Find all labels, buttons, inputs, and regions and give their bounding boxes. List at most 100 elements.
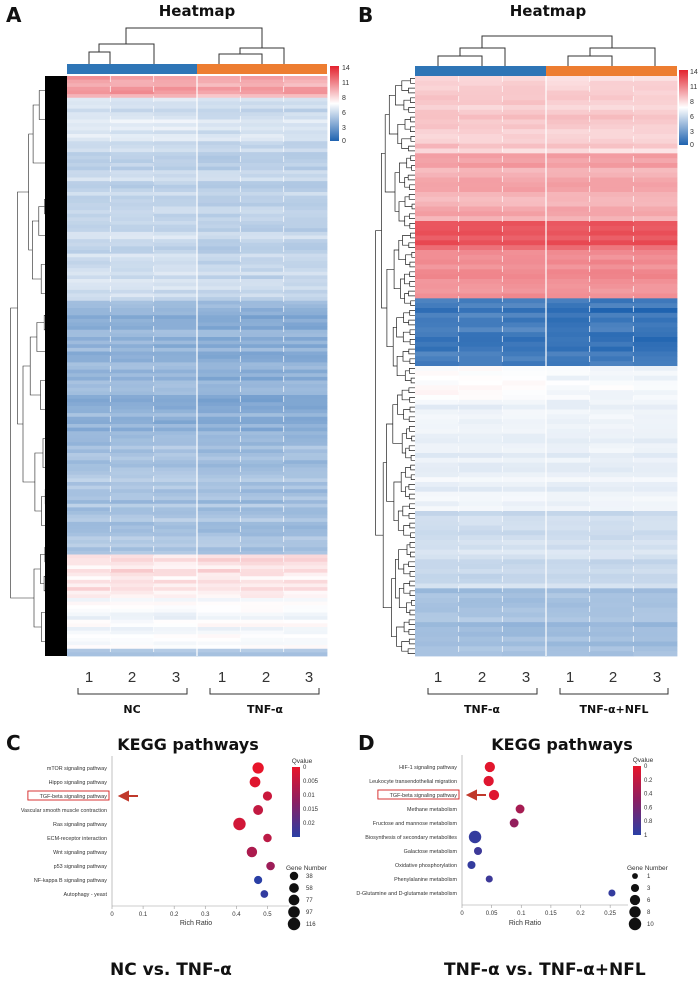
- heatmap-cell: [153, 101, 198, 106]
- heatmap-cell: [240, 279, 285, 284]
- heatmap-cell: [458, 138, 503, 145]
- heatmap-cell: [110, 601, 155, 606]
- heatmap-cell: [110, 83, 155, 88]
- heatmap-cell: [67, 511, 111, 516]
- heatmap-cell: [153, 503, 198, 508]
- heatmap-cell: [546, 163, 591, 169]
- heatmap-cell: [110, 126, 155, 131]
- heatmap-cell: [415, 206, 460, 212]
- heatmap-cell: [197, 282, 241, 287]
- heatmap-a-group-bracket-nc: [77, 688, 188, 695]
- heatmap-cell: [110, 239, 155, 244]
- heatmap-cell: [153, 467, 198, 472]
- heatmap-cell: [110, 228, 155, 233]
- heatmap-cell: [633, 138, 678, 145]
- heatmap-cell: [589, 549, 634, 555]
- heatmap-cell: [283, 90, 328, 95]
- heatmap-cell: [589, 366, 634, 372]
- heatmap-cell: [153, 409, 198, 414]
- heatmap-cell: [415, 583, 460, 589]
- heatmap-cell: [458, 298, 503, 304]
- heatmap-cell: [240, 344, 285, 349]
- heatmap-cell: [197, 500, 241, 505]
- heatmap-cell: [589, 395, 634, 401]
- heatmap-cell: [153, 242, 198, 247]
- heatmap-cell: [415, 163, 460, 169]
- heatmap-cell: [546, 95, 591, 101]
- highlight-box: [377, 789, 460, 800]
- x-tick-label: 0.25: [604, 911, 616, 917]
- heatmap-cell: [283, 213, 328, 218]
- heatmap-cell: [110, 623, 155, 628]
- heatmap-a-group-bar-nc: [67, 64, 197, 74]
- heatmap-cell: [110, 326, 155, 331]
- heatmap-cell: [110, 260, 155, 265]
- heatmap-cell: [283, 101, 328, 106]
- heatmap-cell: [197, 598, 241, 603]
- heatmap-cell: [283, 405, 328, 410]
- heatmap-cell: [458, 578, 503, 584]
- heatmap-cell: [197, 304, 241, 309]
- y-category-label: Vascular smooth muscle contraction: [21, 808, 107, 814]
- heatmap-cell: [110, 322, 155, 327]
- bubble-point: [262, 791, 273, 801]
- heatmap-cell: [110, 217, 155, 222]
- heatmap-cell: [633, 511, 678, 517]
- heatmap-cell: [546, 327, 591, 333]
- highlight-arrow-icon: [117, 790, 138, 802]
- heatmap-cell: [415, 448, 460, 454]
- heatmap-cell: [415, 250, 460, 256]
- heatmap-cell: [153, 536, 198, 541]
- heatmap-cell: [283, 163, 328, 168]
- heatmap-cell: [546, 240, 591, 246]
- heatmap-cell: [283, 76, 328, 81]
- heatmap-cell: [589, 646, 634, 652]
- heatmap-cell: [502, 240, 547, 246]
- heatmap-cell: [240, 460, 285, 465]
- heatmap-cell: [415, 593, 460, 599]
- heatmap-cell: [283, 547, 328, 552]
- dendrogram-branch: [400, 471, 406, 493]
- heatmap-cell: [458, 651, 503, 657]
- heatmap-cell: [283, 478, 328, 483]
- heatmap-cell: [502, 337, 547, 343]
- panel-letter-c: C: [6, 731, 21, 755]
- dendrogram-branch: [402, 505, 410, 517]
- dendrogram-branch: [393, 249, 401, 290]
- heatmap-cell: [502, 554, 547, 560]
- heatmap-cell: [458, 544, 503, 551]
- heatmap-cell: [589, 264, 634, 270]
- heatmap-cell: [502, 153, 547, 159]
- x-tick-label: 0: [110, 912, 114, 918]
- heatmap-cell: [502, 457, 547, 464]
- heatmap-cell: [240, 496, 285, 501]
- heatmap-cell: [458, 109, 503, 116]
- heatmap-cell: [458, 482, 503, 488]
- heatmap-cell: [502, 129, 547, 135]
- heatmap-cell: [110, 123, 155, 128]
- heatmap-cell: [502, 506, 547, 512]
- heatmap-cell: [458, 428, 503, 435]
- heatmap-cell: [502, 288, 547, 294]
- heatmap-cell: [502, 250, 547, 256]
- heatmap-cell: [633, 80, 678, 87]
- heatmap-cell: [283, 108, 328, 113]
- heatmap-cell: [240, 561, 285, 566]
- heatmap-cell: [633, 250, 678, 256]
- heatmap-cell: [240, 90, 285, 95]
- bubble-point: [473, 846, 483, 856]
- heatmap-cell: [415, 520, 460, 526]
- heatmap-cell: [633, 564, 678, 570]
- heatmap-cell: [502, 293, 547, 299]
- heatmap-cell: [197, 112, 241, 117]
- heatmap-cell: [589, 399, 634, 406]
- heatmap-cell: [589, 380, 634, 386]
- heatmap-cell: [546, 341, 591, 348]
- heatmap-cell: [546, 119, 591, 125]
- heatmap-cell: [458, 627, 503, 633]
- y-category-label: Wnt signaling pathway: [53, 850, 107, 856]
- heatmap-cell: [110, 373, 155, 378]
- heatmap-cell: [67, 405, 111, 410]
- heatmap-cell: [153, 322, 198, 327]
